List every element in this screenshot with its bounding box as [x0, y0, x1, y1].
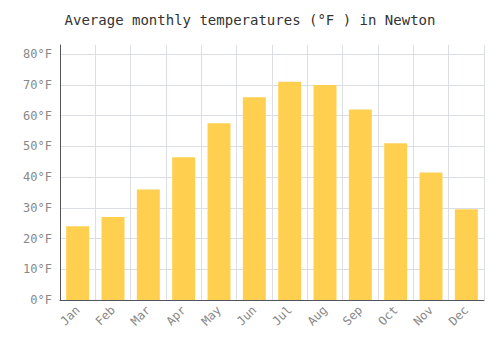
svg-text:Nov: Nov [411, 303, 436, 328]
svg-text:10°F: 10°F [23, 262, 52, 276]
svg-text:50°F: 50°F [23, 139, 52, 153]
svg-text:Dec: Dec [446, 303, 471, 328]
svg-text:60°F: 60°F [23, 109, 52, 123]
svg-text:70°F: 70°F [23, 78, 52, 92]
svg-text:80°F: 80°F [23, 47, 52, 61]
svg-text:20°F: 20°F [23, 232, 52, 246]
svg-text:Jun: Jun [234, 303, 259, 328]
svg-text:Aug: Aug [305, 303, 330, 328]
svg-text:Oct: Oct [375, 303, 400, 328]
svg-text:Jul: Jul [269, 303, 294, 328]
svg-text:May: May [199, 303, 224, 328]
svg-text:Mar: Mar [128, 303, 153, 328]
svg-text:Feb: Feb [93, 303, 118, 328]
svg-text:40°F: 40°F [23, 170, 52, 184]
svg-text:0°F: 0°F [30, 293, 52, 307]
svg-text:Sep: Sep [340, 303, 365, 328]
svg-text:30°F: 30°F [23, 201, 52, 215]
svg-text:Average monthly temperatures (: Average monthly temperatures (°F ) in Ne… [65, 12, 436, 28]
svg-text:Jan: Jan [57, 303, 82, 328]
svg-text:Apr: Apr [163, 303, 188, 328]
